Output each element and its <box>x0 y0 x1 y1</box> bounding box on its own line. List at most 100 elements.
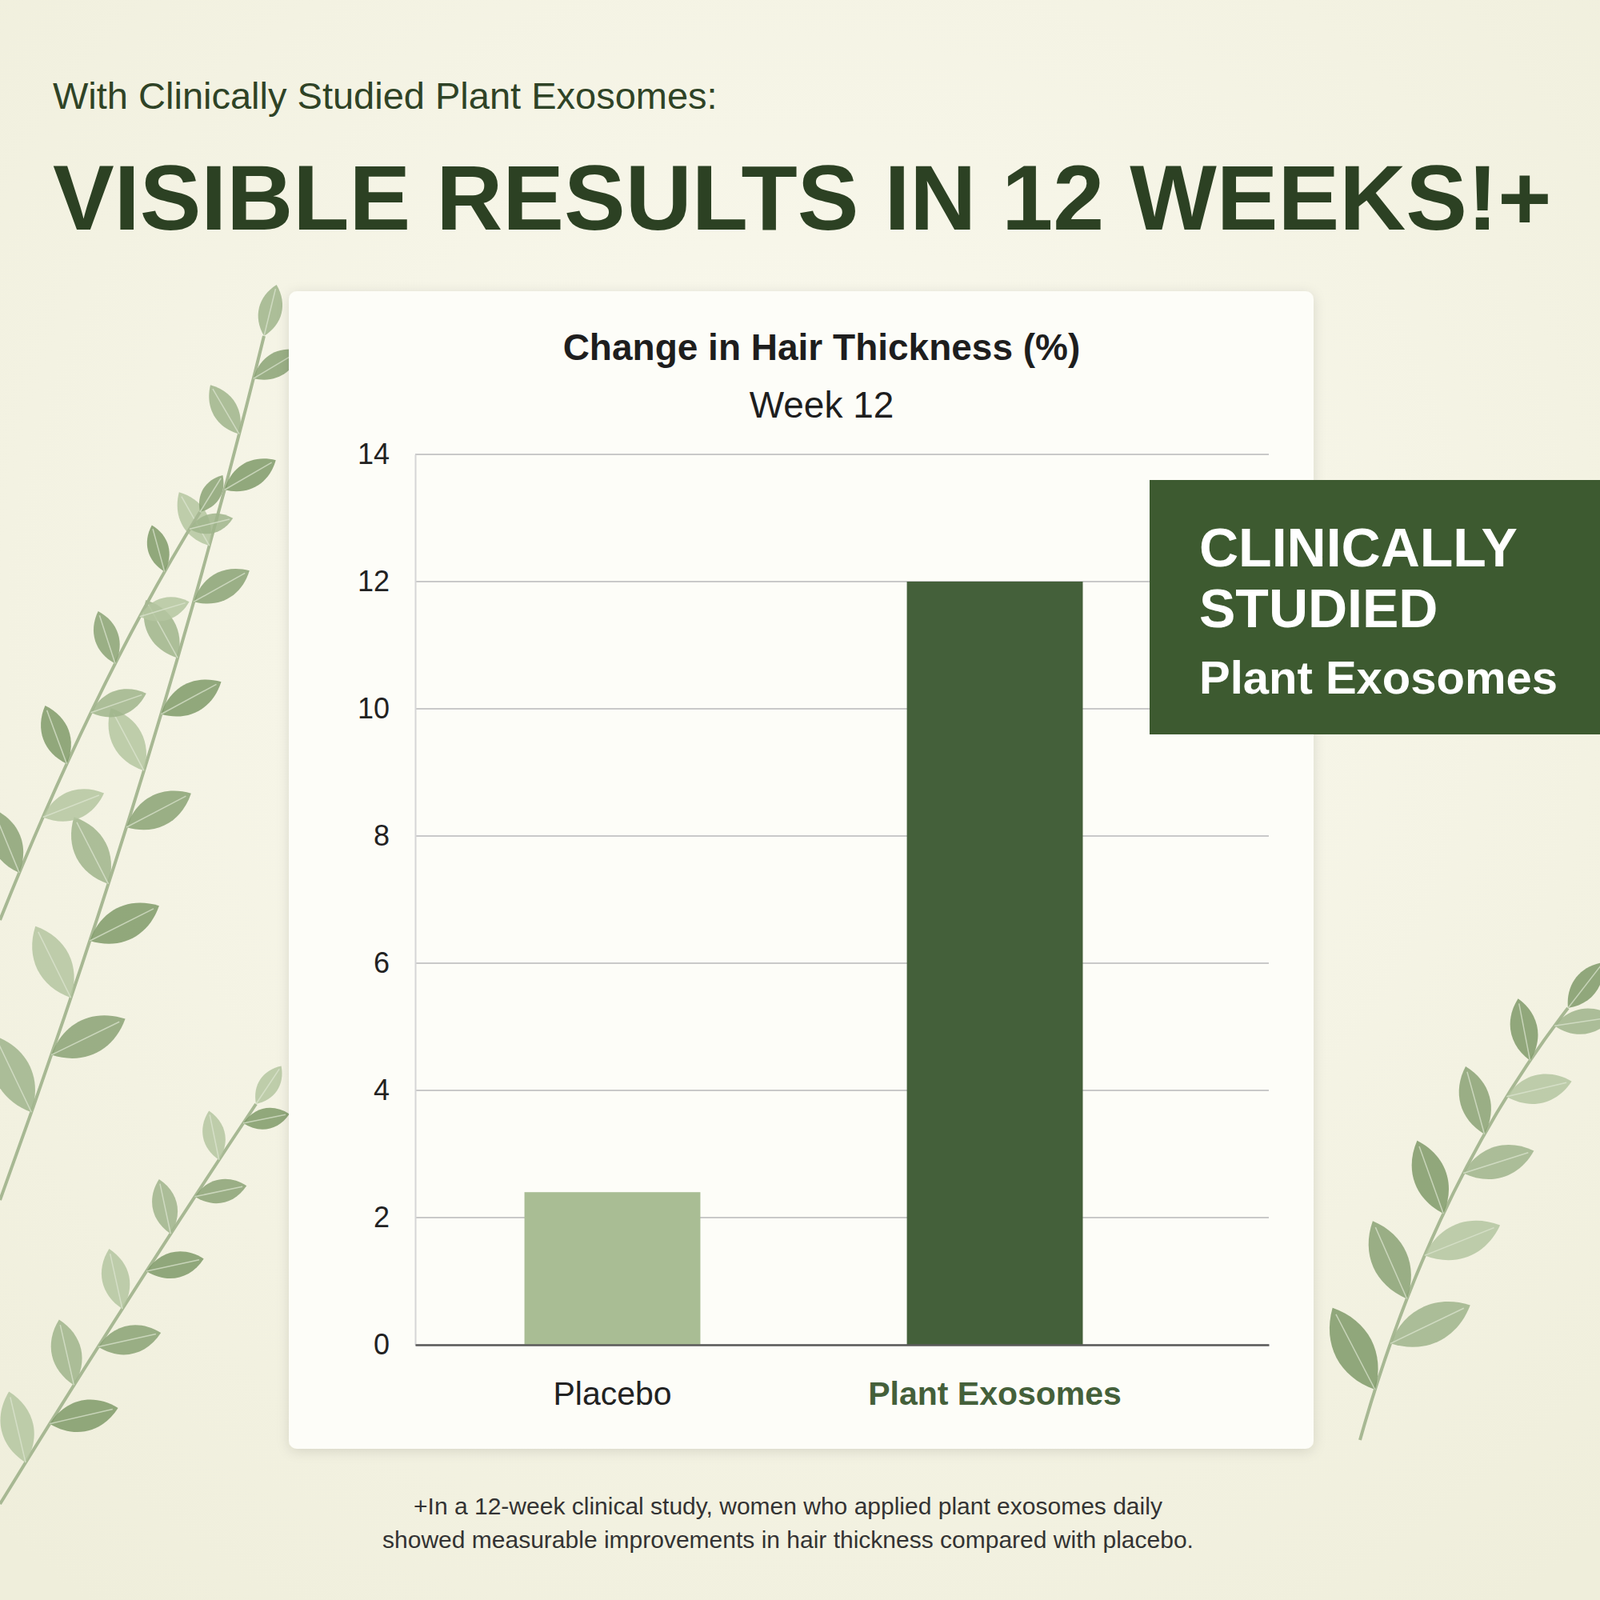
y-tick: 2 <box>373 1200 416 1234</box>
leaf <box>1558 955 1600 1016</box>
leaf-vein <box>47 710 68 764</box>
leaf-blade <box>141 522 175 575</box>
leaf-vein <box>98 1333 156 1347</box>
leaf-vein <box>1568 966 1600 1008</box>
leaf-blade <box>240 1104 292 1134</box>
grid-line <box>415 708 1269 710</box>
y-tick: 4 <box>373 1073 416 1107</box>
kicker: With Clinically Studied Plant Exosomes: <box>52 74 718 117</box>
leaf-blade <box>153 668 228 728</box>
x-axis: Placebo Plant Exosomes <box>416 1344 1270 1412</box>
badge-box <box>1149 480 1600 735</box>
leaf-vein <box>160 1184 171 1235</box>
leaf-vein <box>0 813 20 872</box>
leaf-vein <box>38 932 72 998</box>
grid-line <box>415 580 1269 583</box>
leaf-blade <box>37 780 109 831</box>
leaf-vein <box>91 695 143 713</box>
footnote: +In a 12-week clinical study, women who … <box>413 1492 1163 1520</box>
grid-line <box>415 835 1269 837</box>
leaf-vein <box>49 1409 113 1424</box>
bar <box>524 1192 701 1345</box>
x-tick-label: Plant Exosomes <box>868 1375 1122 1412</box>
leaf-vein <box>60 1324 74 1385</box>
leaf <box>96 1245 136 1312</box>
leaf <box>187 508 236 539</box>
leaf <box>218 448 283 501</box>
leaf-blade <box>43 1002 133 1071</box>
leaf-blade <box>187 558 257 614</box>
y-tick-label: 14 <box>357 437 390 471</box>
leaf-blade <box>86 681 151 725</box>
leaf <box>192 470 231 517</box>
leaf <box>144 1246 207 1284</box>
leaf-vein <box>1375 1227 1407 1299</box>
leaf <box>82 890 168 956</box>
leaf-vein <box>10 1397 26 1464</box>
leaf <box>1504 996 1544 1064</box>
leaf-vein <box>1390 1308 1464 1344</box>
leaf <box>153 668 228 728</box>
leaf-blade <box>82 890 168 956</box>
leaf-vein <box>146 1260 200 1272</box>
leaf-blade <box>1504 996 1544 1064</box>
leaf-vein <box>140 603 186 617</box>
background <box>0 0 1600 1600</box>
leaf-blade <box>200 378 251 440</box>
leaf <box>1552 1004 1600 1039</box>
leaf-vein <box>1424 1228 1495 1256</box>
leaf-vein <box>1506 1082 1567 1097</box>
leaf <box>32 700 80 769</box>
leaf-blade <box>147 1176 184 1237</box>
y-tick: 6 <box>373 946 416 980</box>
y-tick: 8 <box>373 819 416 852</box>
leaf-blade <box>0 1388 42 1467</box>
grid <box>415 454 1269 1345</box>
leaf-blade <box>1558 955 1600 1016</box>
y-tick-label: 12 <box>357 564 390 598</box>
y-tick-label: 10 <box>357 692 390 725</box>
leaf-vein <box>89 908 154 941</box>
leaf-vein <box>1419 1146 1444 1214</box>
leaf <box>0 1388 42 1467</box>
leaf <box>248 1060 291 1110</box>
leaf-vein <box>43 795 100 818</box>
leaf <box>43 1002 133 1071</box>
x-tick: Placebo <box>552 1344 672 1412</box>
leaf-vein <box>1519 1003 1531 1060</box>
leaf-blade <box>1451 1062 1500 1139</box>
leaf-blade <box>1503 1067 1575 1111</box>
card <box>288 291 1314 1449</box>
leaf <box>147 1176 184 1237</box>
leaf-blade <box>198 1108 231 1163</box>
leaf-blade <box>1458 1136 1539 1189</box>
leaf-blade <box>192 1174 250 1208</box>
leaf <box>20 918 87 1006</box>
leaf-vein <box>1554 1017 1600 1026</box>
leaf-vein <box>193 572 245 602</box>
y-axis: 0 2 4 6 8 10 12 14 <box>357 437 416 1361</box>
x-axis-line <box>416 1344 1270 1347</box>
bars <box>524 581 1084 1345</box>
y-tick: 14 <box>357 437 416 471</box>
leaf-vein <box>1467 1072 1485 1135</box>
leaf-blade <box>20 918 87 1006</box>
leaf <box>198 1108 231 1163</box>
leaf-vein <box>195 1186 244 1196</box>
leaf-vein <box>189 519 230 529</box>
leaf-blade <box>86 607 127 668</box>
leaf <box>1382 1288 1479 1360</box>
leaf-blade <box>32 700 80 769</box>
footnote: showed measurable improvements in hair t… <box>382 1526 1194 1553</box>
badge-heading: CLINICALLYSTUDIED <box>1199 516 1518 639</box>
leaf-vein <box>243 1114 286 1124</box>
leaf-vein <box>1463 1152 1528 1174</box>
stem <box>0 336 264 1200</box>
y-tick-label: 2 <box>373 1200 390 1234</box>
x-tick-label: Placebo <box>552 1375 672 1412</box>
leaf-blade <box>0 1028 48 1120</box>
leaf <box>1458 1136 1539 1189</box>
leaf-blade <box>1356 1213 1424 1306</box>
y-tick-label: 0 <box>373 1328 390 1361</box>
leaf-blade <box>136 591 193 628</box>
